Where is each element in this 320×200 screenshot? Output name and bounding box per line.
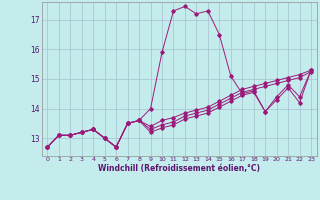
X-axis label: Windchill (Refroidissement éolien,°C): Windchill (Refroidissement éolien,°C): [98, 164, 260, 173]
